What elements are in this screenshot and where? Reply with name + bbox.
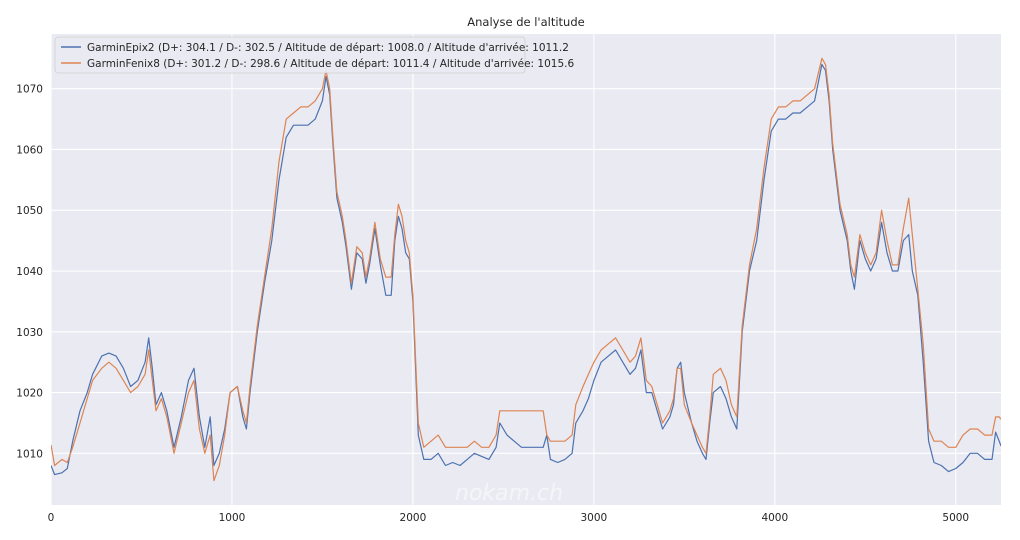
- grid-lines: [50, 34, 1001, 505]
- y-tick-label: 1070: [16, 84, 43, 96]
- y-tick-label: 1010: [16, 448, 43, 460]
- y-tick-label: 1050: [16, 205, 43, 217]
- series-line-2: [51, 57, 1001, 482]
- y-tick-label: 1060: [16, 144, 43, 156]
- x-tick-label: 4000: [761, 512, 788, 524]
- y-tick-label: 1040: [16, 266, 43, 278]
- x-tick-label: 2000: [400, 512, 427, 524]
- series-layer: [51, 57, 1001, 482]
- y-axis: 1010 1020 1030 1040 1050 1060 1070: [16, 84, 43, 461]
- legend-label-1: GarminEpix2 (D+: 304.1 / D-: 302.5 / Alt…: [87, 42, 569, 54]
- legend: GarminEpix2 (D+: 304.1 / D-: 302.5 / Alt…: [54, 36, 574, 74]
- x-tick-label: 3000: [580, 512, 607, 524]
- x-tick-label: 1000: [219, 512, 246, 524]
- x-tick-label: 0: [48, 512, 55, 524]
- watermark: nokam.ch: [455, 481, 563, 506]
- x-tick-label: 5000: [942, 512, 969, 524]
- chart-title: Analyse de l'altitude: [467, 15, 584, 29]
- legend-label-2: GarminFenix8 (D+: 301.2 / D-: 298.6 / Al…: [87, 58, 574, 70]
- y-tick-label: 1020: [16, 388, 43, 400]
- y-tick-label: 1030: [16, 327, 43, 339]
- plot-area: [51, 34, 1001, 505]
- x-axis: 0 1000 2000 3000 4000 5000: [48, 512, 969, 524]
- legend-box: [54, 36, 526, 74]
- series-line-1: [51, 63, 1001, 476]
